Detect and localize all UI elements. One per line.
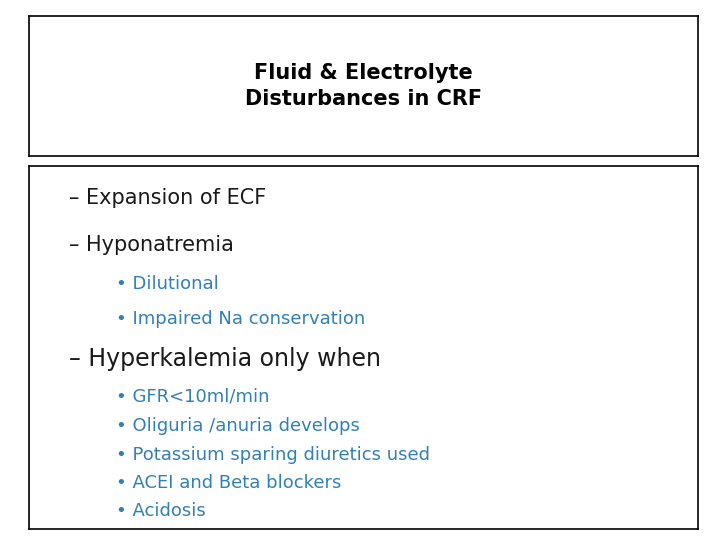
- Text: – Hyperkalemia only when: – Hyperkalemia only when: [69, 347, 381, 371]
- Text: • ACEI and Beta blockers: • ACEI and Beta blockers: [116, 474, 341, 492]
- Text: • Dilutional: • Dilutional: [116, 275, 219, 293]
- Text: • Potassium sparing diuretics used: • Potassium sparing diuretics used: [116, 446, 430, 464]
- Text: – Expansion of ECF: – Expansion of ECF: [69, 188, 266, 208]
- Text: • Impaired Na conservation: • Impaired Na conservation: [116, 309, 365, 328]
- Text: • Oliguria /anuria develops: • Oliguria /anuria develops: [116, 417, 360, 435]
- Text: – Hyponatremia: – Hyponatremia: [69, 235, 234, 255]
- Text: Fluid & Electrolyte
Disturbances in CRF: Fluid & Electrolyte Disturbances in CRF: [245, 63, 482, 109]
- Text: • Acidosis: • Acidosis: [116, 502, 206, 520]
- Text: • GFR<10ml/min: • GFR<10ml/min: [116, 388, 269, 406]
